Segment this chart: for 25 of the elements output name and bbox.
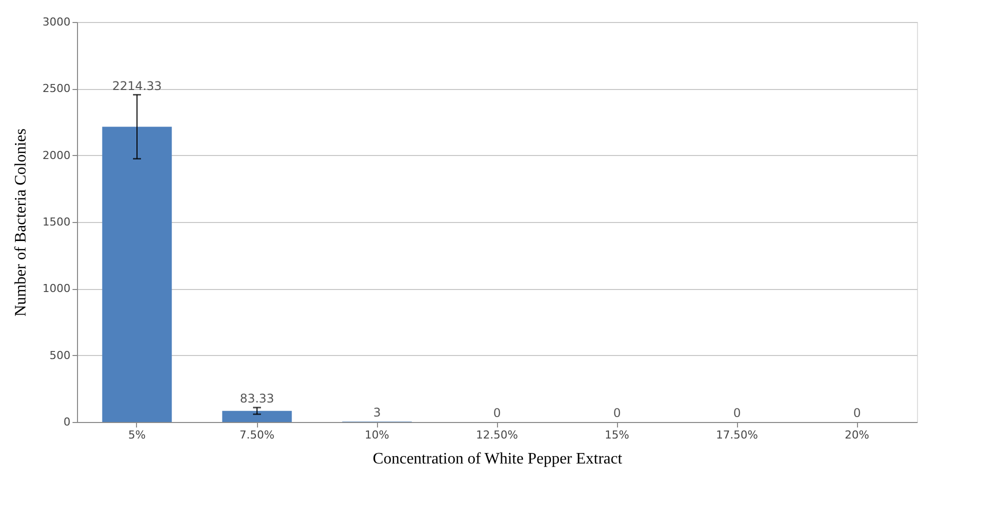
y-tick-label: 2000 — [42, 148, 70, 162]
y-axis-title: Number of Bacteria Colonies — [12, 128, 30, 316]
data-label: 0 — [853, 406, 861, 420]
data-label: 0 — [493, 406, 501, 420]
x-tick-label: 5% — [128, 428, 146, 442]
y-tick-label: 1000 — [42, 282, 70, 296]
data-label: 0 — [613, 406, 621, 420]
x-tick-label: 15% — [604, 428, 630, 442]
y-tick-label: 500 — [50, 348, 70, 362]
data-label: 3 — [373, 406, 381, 420]
bar — [102, 126, 172, 422]
x-tick-label: 7.50% — [240, 428, 274, 442]
x-axis-title: Concentration of White Pepper Extract — [372, 450, 623, 468]
data-label: 83.33 — [240, 392, 274, 406]
y-tick-label: 1500 — [42, 216, 70, 228]
y-tick-label: 3000 — [42, 16, 70, 28]
data-label: 2214.33 — [112, 78, 162, 93]
y-tick-label: 2500 — [42, 82, 70, 96]
x-tick-label: 17.50% — [716, 428, 758, 442]
x-tick-label: 12.50% — [476, 428, 518, 442]
data-label: 0 — [733, 406, 741, 420]
x-tick-label: 10% — [364, 428, 390, 442]
y-tick-label: 0 — [64, 416, 70, 428]
x-tick-label: 20% — [844, 428, 870, 442]
bar — [222, 410, 292, 422]
